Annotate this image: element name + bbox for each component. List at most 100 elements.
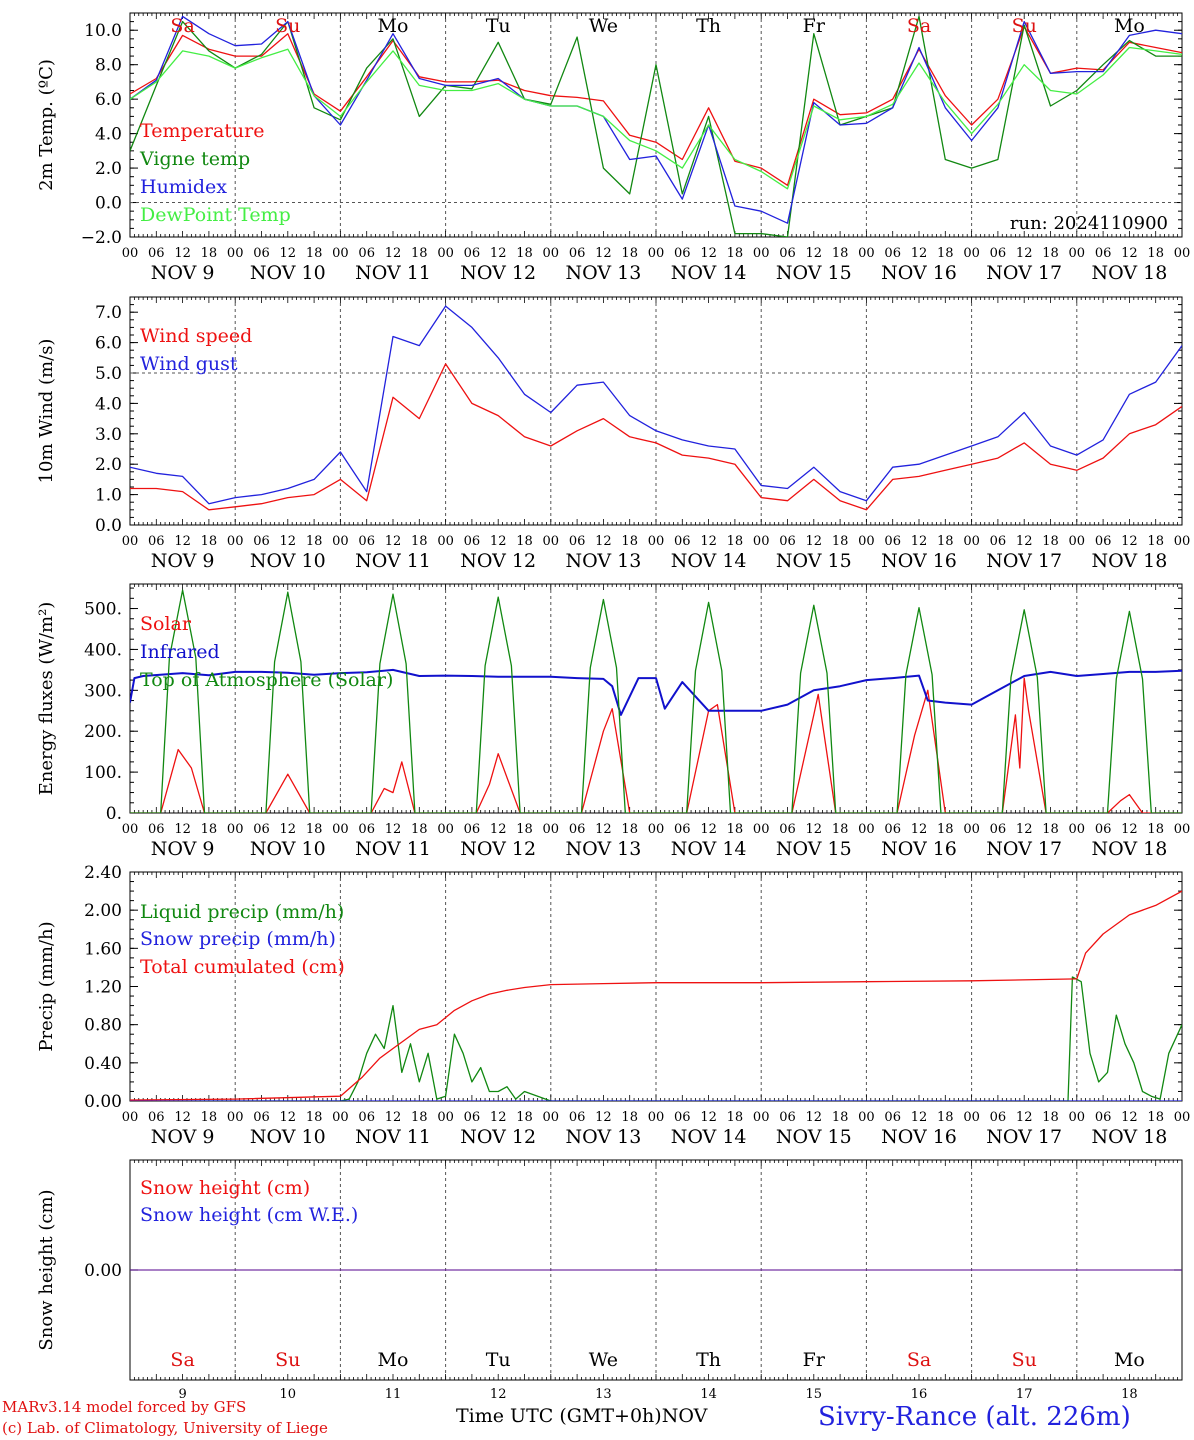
x-hour-label: 06 <box>464 822 481 837</box>
weekday-label: Th <box>696 15 721 37</box>
x-hour-label: 06 <box>674 1110 691 1125</box>
y-tick-label: 200. <box>84 722 122 742</box>
y-tick-label: 4.0 <box>95 394 122 414</box>
x-hour-label: 00 <box>227 822 244 837</box>
x-hour-label: 18 <box>937 1110 954 1125</box>
lab-credit: (c) Lab. of Climatology, University of L… <box>2 1419 328 1437</box>
legend-entry: Wind speed <box>140 325 252 347</box>
x-hour-label: 06 <box>779 534 796 549</box>
x-hour-label: 06 <box>884 822 901 837</box>
weekday-label-bottom: We <box>589 1349 618 1371</box>
x-hour-label: 00 <box>543 246 560 261</box>
x-hour-label: 06 <box>464 1110 481 1125</box>
series-line-3 <box>130 890 1182 1101</box>
y-tick-label: 3.0 <box>95 425 122 445</box>
x-day-label: NOV 17 <box>986 838 1062 860</box>
x-day-label: NOV 16 <box>881 262 957 284</box>
x-hour-label: 00 <box>963 246 980 261</box>
x-hour-label: 00 <box>332 534 349 549</box>
weekday-label: Fr <box>803 15 826 37</box>
x-hour-label: 00 <box>1174 534 1191 549</box>
x-hour-label: 12 <box>911 534 928 549</box>
x-day-label: NOV 10 <box>250 1126 326 1148</box>
x-hour-label: 18 <box>201 822 218 837</box>
day-number: 17 <box>1016 1387 1033 1402</box>
y-tick-label: 2.00 <box>84 901 122 921</box>
day-number: 16 <box>911 1387 928 1402</box>
x-hour-label: 00 <box>332 246 349 261</box>
x-axis-title: Time UTC (GMT+0h)NOV <box>456 1405 707 1427</box>
x-hour-label: 12 <box>1016 822 1033 837</box>
y-tick-label: 10.0 <box>84 21 122 41</box>
x-hour-label: 12 <box>490 534 507 549</box>
x-hour-label: 00 <box>543 534 560 549</box>
x-hour-label: 12 <box>280 246 297 261</box>
weekday-label-bottom: Mo <box>378 1349 409 1371</box>
x-day-label: NOV 9 <box>151 550 215 572</box>
y-tick-label: 1.60 <box>84 939 122 959</box>
x-hour-label: 18 <box>621 534 638 549</box>
x-hour-label: 18 <box>727 1110 744 1125</box>
y-tick-label: 0.0 <box>95 194 122 214</box>
x-day-label: NOV 10 <box>250 550 326 572</box>
x-hour-label: 00 <box>1069 246 1086 261</box>
x-hour-label: 00 <box>437 822 454 837</box>
x-day-label: NOV 14 <box>671 1126 747 1148</box>
x-hour-label: 00 <box>543 1110 560 1125</box>
hour-ticks <box>129 13 1183 237</box>
x-day-label: NOV 9 <box>151 838 215 860</box>
weekday-label-bottom: Su <box>1012 1349 1037 1371</box>
series-line-4 <box>130 46 1182 190</box>
day-number: 12 <box>490 1387 507 1402</box>
x-day-label: NOV 11 <box>355 838 431 860</box>
x-hour-label: 00 <box>332 822 349 837</box>
series-line-1 <box>130 26 1182 186</box>
x-day-label: NOV 17 <box>986 1126 1062 1148</box>
x-hour-label: 06 <box>1095 534 1112 549</box>
y-tick-label: 2.0 <box>95 159 122 179</box>
x-hour-label: 18 <box>937 822 954 837</box>
x-hour-label: 00 <box>648 246 665 261</box>
x-hour-label: 12 <box>595 534 612 549</box>
x-day-label: NOV 12 <box>460 838 536 860</box>
y-tick-label: 500. <box>84 600 122 620</box>
x-hour-label: 06 <box>358 1110 375 1125</box>
x-hour-label: 18 <box>621 1110 638 1125</box>
x-hour-label: 12 <box>174 822 191 837</box>
x-day-label: NOV 18 <box>1091 838 1167 860</box>
x-hour-label: 18 <box>411 822 428 837</box>
x-hour-label: 12 <box>595 822 612 837</box>
x-hour-label: 06 <box>569 534 586 549</box>
x-hour-label: 12 <box>911 1110 928 1125</box>
legend-entry: Vigne temp <box>139 148 250 170</box>
series-line-3 <box>130 589 1182 813</box>
x-hour-label: 18 <box>621 246 638 261</box>
y-tick-label: 1.20 <box>84 978 122 998</box>
x-hour-label: 12 <box>280 534 297 549</box>
day-number: 10 <box>280 1387 297 1402</box>
x-hour-label: 06 <box>884 246 901 261</box>
y-tick-label: 0.00 <box>84 1261 122 1281</box>
x-hour-label: 00 <box>227 1110 244 1125</box>
x-hour-label: 00 <box>753 1110 770 1125</box>
x-day-label: NOV 12 <box>460 1126 536 1148</box>
x-hour-label: 12 <box>385 822 402 837</box>
legend-entry: Humidex <box>140 176 227 198</box>
series-line-1 <box>130 363 1182 511</box>
y-tick-label: 0.00 <box>84 1092 122 1112</box>
x-hour-label: 12 <box>174 246 191 261</box>
x-hour-label: 18 <box>1147 1110 1164 1125</box>
x-hour-label: 18 <box>832 822 849 837</box>
x-hour-label: 00 <box>437 1110 454 1125</box>
y-tick-label: 4.0 <box>95 125 122 145</box>
y-tick-label: 0.40 <box>84 1054 122 1074</box>
x-hour-label: 18 <box>1042 1110 1059 1125</box>
x-hour-label: 00 <box>858 246 875 261</box>
x-hour-label: 18 <box>727 822 744 837</box>
x-hour-label: 00 <box>122 246 139 261</box>
x-hour-label: 06 <box>148 534 165 549</box>
legend-entry: Snow height (cm W.E.) <box>140 1204 358 1226</box>
weekday-label: Mo <box>378 15 409 37</box>
y-tick-label: 0. <box>106 804 122 824</box>
